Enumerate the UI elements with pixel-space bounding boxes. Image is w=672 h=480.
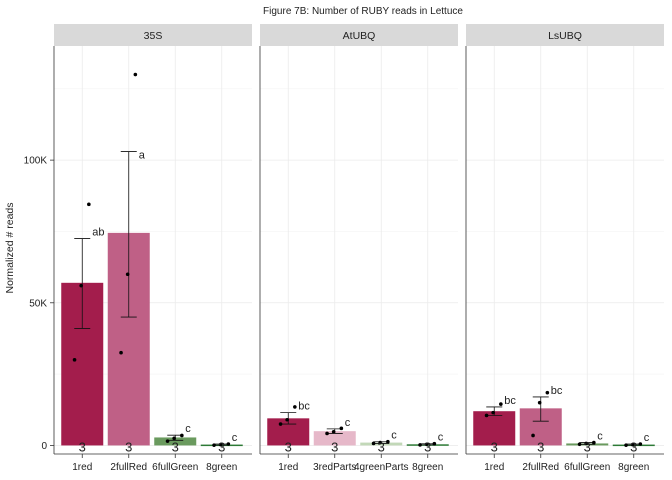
bar xyxy=(360,442,403,446)
data-point xyxy=(638,442,643,446)
panel-lsubq: LsUBQbc31redbc32fullRedc36fullGreenc38gr… xyxy=(465,24,664,473)
data-point xyxy=(531,433,535,438)
data-point xyxy=(624,443,628,447)
data-point xyxy=(499,402,503,406)
data-point xyxy=(226,442,231,446)
data-point xyxy=(133,72,138,77)
chart-panels: 050K100K35Sab31reda32fullRedc36fullGreen… xyxy=(24,24,664,473)
data-point xyxy=(545,390,550,395)
sample-size-label: 3 xyxy=(172,439,179,454)
x-tick-label: 8green xyxy=(618,462,649,473)
significance-label: c xyxy=(597,431,603,443)
sample-size-label: 3 xyxy=(630,439,637,454)
panel-strip xyxy=(260,24,458,46)
sample-size-label: 3 xyxy=(285,439,292,454)
bar xyxy=(313,431,356,446)
data-point xyxy=(325,431,329,436)
chart-title: Figure 7B: Number of RUBY reads in Lettu… xyxy=(263,6,463,17)
y-tick-label: 0 xyxy=(41,441,47,452)
y-axis-label: Normalized # reads xyxy=(4,202,16,293)
data-point xyxy=(378,440,382,445)
significance-label: c xyxy=(232,432,238,444)
significance-label: ab xyxy=(92,227,104,239)
panel-strip xyxy=(54,24,252,46)
significance-label: bc xyxy=(551,385,563,397)
data-point xyxy=(278,422,283,426)
significance-label: bc xyxy=(298,401,310,413)
sample-size-label: 3 xyxy=(378,439,385,454)
y-tick-label: 100K xyxy=(24,156,48,167)
data-point xyxy=(293,405,297,409)
significance-label: a xyxy=(139,150,146,162)
data-point xyxy=(165,439,170,443)
data-point xyxy=(537,400,542,405)
bar xyxy=(154,437,197,446)
data-point xyxy=(72,358,77,362)
significance-label: bc xyxy=(504,395,516,407)
panel-strip xyxy=(466,24,664,46)
x-tick-label: 2fullRed xyxy=(110,462,147,473)
y-tick-label: 50K xyxy=(29,298,47,309)
bar xyxy=(473,411,516,446)
x-tick-label: 4greenParts xyxy=(354,462,408,473)
sample-size-label: 3 xyxy=(584,439,591,454)
panel-strip-label: AtUBQ xyxy=(343,30,376,42)
data-point xyxy=(339,426,344,431)
data-point xyxy=(371,441,376,446)
x-tick-label: 6fullGreen xyxy=(152,462,198,473)
sample-size-label: 3 xyxy=(331,439,338,454)
x-tick-label: 3redParts xyxy=(313,462,356,473)
data-point xyxy=(418,443,422,447)
data-point xyxy=(484,413,489,418)
x-tick-label: 8green xyxy=(412,462,443,473)
data-point xyxy=(79,283,83,288)
data-point xyxy=(491,410,495,415)
data-point xyxy=(180,433,184,438)
data-point xyxy=(424,442,429,447)
data-point xyxy=(592,440,596,445)
x-tick-label: 2fullRed xyxy=(522,462,559,473)
significance-label: c xyxy=(185,423,191,435)
data-point xyxy=(630,442,635,447)
x-tick-label: 1red xyxy=(278,462,298,473)
x-tick-label: 6fullGreen xyxy=(564,462,610,473)
data-point xyxy=(584,441,588,446)
sample-size-label: 3 xyxy=(79,439,86,454)
data-point xyxy=(285,417,289,422)
significance-label: c xyxy=(644,432,650,444)
data-point xyxy=(87,202,91,207)
x-tick-label: 8green xyxy=(206,462,237,473)
significance-label: c xyxy=(438,432,444,444)
data-point xyxy=(432,441,437,446)
sample-size-label: 3 xyxy=(537,439,544,454)
sample-size-label: 3 xyxy=(424,439,431,454)
data-point xyxy=(386,439,390,444)
panel-strip-label: LsUBQ xyxy=(548,30,582,42)
x-tick-label: 1red xyxy=(484,462,504,473)
sample-size-label: 3 xyxy=(491,439,498,454)
x-tick-label: 1red xyxy=(72,462,92,473)
significance-label: c xyxy=(391,430,397,442)
panel-atubq: AtUBQbc31redc33redPartsc34greenPartsc38g… xyxy=(259,24,458,473)
data-point xyxy=(172,436,176,441)
data-point xyxy=(218,442,223,447)
data-point xyxy=(577,442,582,447)
data-point xyxy=(119,350,123,355)
data-point xyxy=(212,443,216,447)
data-point xyxy=(331,429,336,434)
sample-size-label: 3 xyxy=(218,439,225,454)
panel-strip-label: 35S xyxy=(144,30,163,42)
sample-size-label: 3 xyxy=(125,439,132,454)
significance-label: c xyxy=(345,417,351,429)
data-point xyxy=(125,272,130,277)
